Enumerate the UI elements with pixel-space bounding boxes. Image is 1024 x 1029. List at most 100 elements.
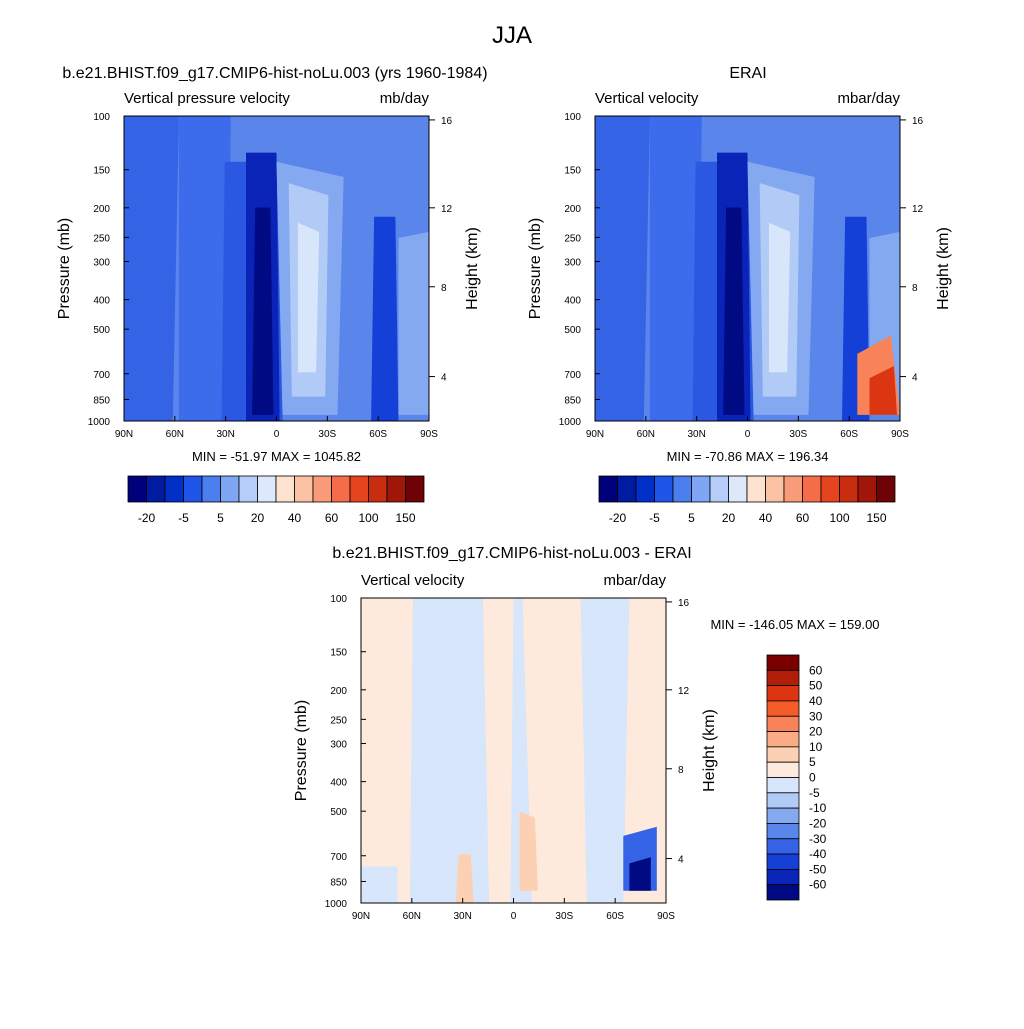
colorbar-label: 30 <box>809 709 823 723</box>
colorbar-swatch <box>183 475 203 503</box>
colorbar-swatch <box>766 669 800 687</box>
y-tick-label: 200 <box>330 686 347 697</box>
y-tick-label: 700 <box>330 852 347 863</box>
x-tick-label: 60S <box>840 429 858 440</box>
colorbar-label: 20 <box>722 511 736 525</box>
x-tick-label: 90N <box>352 911 370 922</box>
chart-title: b.e21.BHIST.f09_g17.CMIP6-hist-noLu.003 … <box>332 545 691 562</box>
y-tick-label: 850 <box>564 395 581 406</box>
colorbar-swatch <box>766 823 800 840</box>
colorbar-label: 100 <box>358 511 378 525</box>
chart-left-subtitle: Vertical velocity <box>361 572 465 589</box>
colorbar-swatch <box>709 475 729 503</box>
height-tick-label: 4 <box>441 373 447 384</box>
chart-right-subtitle: mbar/day <box>837 90 900 107</box>
y-tick-label: 700 <box>93 370 110 381</box>
x-tick-label: 60N <box>637 429 655 440</box>
colorbar-label: 60 <box>796 511 810 525</box>
x-tick-label: 90N <box>115 429 133 440</box>
colorbar-label: 20 <box>251 511 265 525</box>
height-tick-label: 16 <box>912 116 924 127</box>
colorbar-swatch <box>766 838 800 855</box>
contour-field <box>361 598 666 903</box>
y-tick-label: 150 <box>330 648 347 659</box>
y-tick-label: 850 <box>93 395 110 406</box>
min-max-stats: MIN = -70.86 MAX = 196.34 <box>667 449 829 464</box>
y-tick-label: 400 <box>93 296 110 307</box>
colorbar-swatch <box>783 475 803 503</box>
y-tick-label: 300 <box>93 258 110 269</box>
colorbar-swatch <box>220 475 240 503</box>
colorbar-label: 100 <box>829 511 849 525</box>
colorbar-swatch <box>746 475 766 503</box>
colorbar-swatch <box>766 792 800 809</box>
y-tick-label: 100 <box>330 594 347 605</box>
y2-axis-label: Height (km) <box>464 227 481 310</box>
colorbar-label: 40 <box>809 694 823 708</box>
y-tick-label: 250 <box>93 233 110 244</box>
x-tick-label: 60N <box>403 911 421 922</box>
contour-region <box>178 116 231 421</box>
y-tick-label: 150 <box>93 166 110 177</box>
colorbar-label: -10 <box>809 801 827 815</box>
colorbar-swatch <box>766 746 800 763</box>
contour-region <box>297 222 320 373</box>
y2-axis-label: Height (km) <box>701 709 718 792</box>
colorbar-swatch <box>766 700 800 717</box>
y-axis-label: Pressure (mb) <box>293 700 310 801</box>
height-tick-label: 16 <box>441 116 453 127</box>
colorbar-swatch <box>405 475 425 503</box>
colorbar-swatch <box>766 777 800 794</box>
y-tick-label: 1000 <box>88 417 111 428</box>
contour-region <box>595 116 650 421</box>
y-tick-label: 1000 <box>325 899 348 910</box>
height-tick-label: 8 <box>678 765 684 776</box>
colorbar-label: 60 <box>325 511 339 525</box>
y-tick-label: 200 <box>564 204 581 215</box>
x-tick-label: 30S <box>789 429 807 440</box>
contour-region <box>519 811 538 891</box>
colorbar-label: -50 <box>809 862 827 876</box>
colorbar-label: 150 <box>866 511 886 525</box>
y-tick-label: 700 <box>564 370 581 381</box>
colorbar-swatch <box>238 475 258 503</box>
colorbar-swatch <box>728 475 748 503</box>
height-tick-label: 4 <box>678 855 684 866</box>
chart-right-subtitle: mb/day <box>380 90 430 107</box>
colorbar-label: -5 <box>649 511 660 525</box>
chart-panel-2: ERAI Vertical velocity mbar/day 90N 60N 30N 0 3… <box>527 65 952 525</box>
colorbar-swatch <box>127 475 147 503</box>
contour-region <box>869 366 897 415</box>
y-tick-label: 500 <box>564 325 581 336</box>
y-tick-label: 500 <box>330 807 347 818</box>
colorbar-label: 150 <box>395 511 415 525</box>
colorbar-swatch <box>876 475 896 503</box>
colorbar-swatch <box>766 853 800 870</box>
y2-axis-label: Height (km) <box>935 227 952 310</box>
y-tick-label: 200 <box>93 204 110 215</box>
colorbar-swatch <box>766 761 800 778</box>
y-tick-label: 100 <box>564 112 581 123</box>
colorbar-swatch <box>598 475 618 503</box>
chart-title: b.e21.BHIST.f09_g17.CMIP6-hist-noLu.003 … <box>62 65 487 82</box>
y-tick-label: 300 <box>564 258 581 269</box>
colorbar-swatch <box>672 475 692 503</box>
y-axis-label: Pressure (mb) <box>56 218 73 319</box>
y-tick-label: 150 <box>564 166 581 177</box>
contour-region <box>768 222 791 373</box>
height-tick-label: 12 <box>678 686 690 697</box>
y-tick-label: 100 <box>93 112 110 123</box>
colorbar-swatch <box>766 715 800 732</box>
min-max-stats: MIN = -51.97 MAX = 1045.82 <box>192 449 361 464</box>
x-tick-label: 30N <box>216 429 234 440</box>
chart-panel-3: b.e21.BHIST.f09_g17.CMIP6-hist-noLu.003 … <box>293 545 880 922</box>
colorbar-swatch <box>257 475 277 503</box>
colorbar-label: -20 <box>138 511 156 525</box>
x-tick-label: 60S <box>369 429 387 440</box>
contour-region <box>409 598 490 903</box>
colorbar-swatch <box>766 731 800 748</box>
colorbar: -20 -5 5 20 40 60 100 150 <box>598 475 896 525</box>
colorbar-swatch <box>820 475 840 503</box>
